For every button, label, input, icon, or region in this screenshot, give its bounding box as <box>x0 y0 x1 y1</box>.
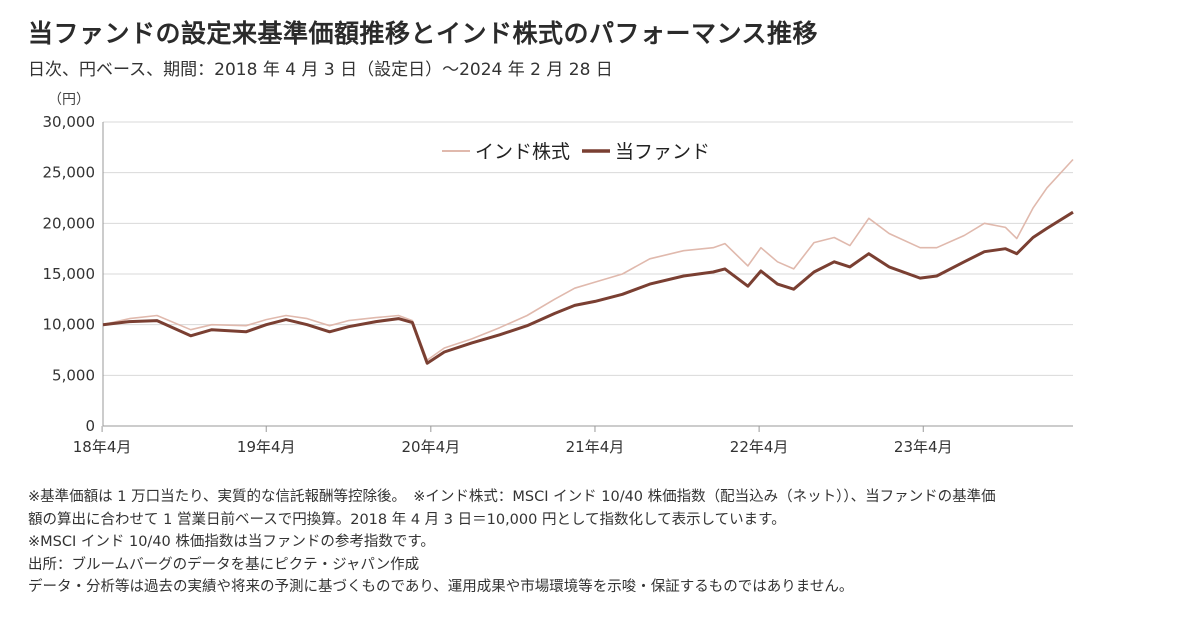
y-tick-label: 15,000 <box>43 265 96 283</box>
footnote-line: ※基準価額は 1 万口当たり、実質的な信託報酬等控除後。 ※インド株式：MSCI… <box>28 489 996 505</box>
x-tick-label: 21年4月 <box>566 438 625 456</box>
footnote-line: 額の算出に合わせて 1 営業日前ベースで円換算。2018 年 4 月 3 日＝1… <box>28 511 786 528</box>
footnote-line: ※MSCI インド 10/40 株価指数は当ファンドの参考指数です。 <box>28 534 435 550</box>
y-axis-ticks: 0 5,000 10,000 15,000 20,000 25,000 30,000 <box>43 113 96 435</box>
x-tick-label: 23年4月 <box>894 438 953 456</box>
y-tick-label: 0 <box>85 417 95 435</box>
y-tick-label: 10,000 <box>43 316 96 334</box>
legend-label: インド株式 <box>475 141 570 163</box>
series-line-fund <box>102 210 1074 365</box>
footnotes: ※基準価額は 1 万口当たり、実質的な信託報酬等控除後。 ※インド株式：MSCI… <box>28 486 1178 599</box>
legend-label: 当ファンド <box>615 141 710 163</box>
chart-subtitle: 日次、円ベース、期間：2018 年 4 月 3 日（設定日）～2024 年 2 … <box>28 60 613 80</box>
x-tick-label: 19年4月 <box>237 438 296 456</box>
legend-background <box>430 130 712 170</box>
footnote-line: データ・分析等は過去の実績や将来の予測に基づくものであり、運用成果や市場環境等を… <box>28 579 854 595</box>
line-chart: 0 5,000 10,000 15,000 20,000 25,000 30,000 18年… <box>43 113 1074 456</box>
x-tick-label: 18年4月 <box>73 438 132 456</box>
legend: インド株式 当ファンド <box>430 130 712 170</box>
y-tick-label: 5,000 <box>52 366 95 384</box>
y-axis-unit-label: （円） <box>48 92 90 108</box>
y-tick-label: 25,000 <box>43 164 96 182</box>
chart-title: 当ファンドの設定来基準価額推移とインド株式のパフォーマンス推移 <box>28 19 819 48</box>
series-line-india-equity <box>102 158 1074 361</box>
series-lines <box>102 158 1074 365</box>
x-tick-label: 22年4月 <box>730 438 789 456</box>
y-tick-label: 30,000 <box>43 113 96 131</box>
y-tick-label: 20,000 <box>43 214 96 232</box>
footnote-line: 出所：ブルームバーグのデータを基にピクテ・ジャパン作成 <box>28 556 420 573</box>
x-axis: 18年4月 19年4月 20年4月 21年4月 22年4月 23年4月 <box>73 425 1073 456</box>
x-tick-label: 20年4月 <box>402 438 461 456</box>
